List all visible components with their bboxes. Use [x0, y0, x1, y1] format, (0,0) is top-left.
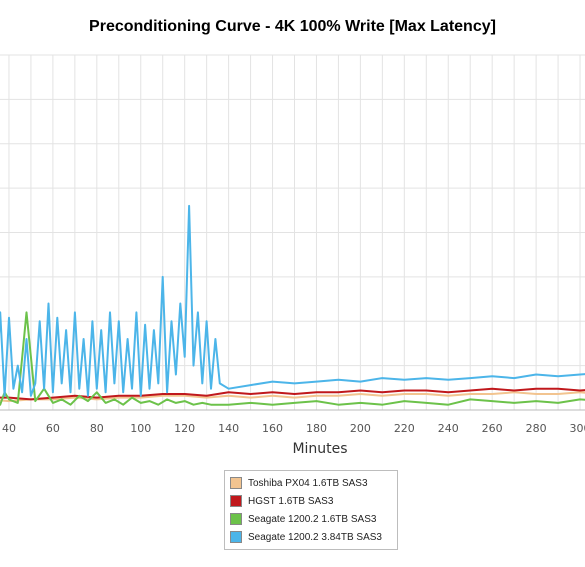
x-tick-label: 120: [174, 422, 195, 435]
x-tick-label: 80: [90, 422, 104, 435]
legend-item-hgst[interactable]: HGST 1.6TB SAS3: [230, 492, 392, 510]
legend-label-seagate-1.6tb: Seagate 1200.2 1.6TB SAS3: [248, 513, 377, 525]
grid-layer: [0, 54, 585, 411]
legend: Toshiba PX04 1.6TB SAS3 HGST 1.6TB SAS3 …: [224, 470, 398, 550]
plot-area: 40 60 80 100 120 140 160 180 200 220 240 260 280 300: [0, 54, 585, 435]
series-layer: [0, 204, 585, 406]
series-line-2: [0, 311, 585, 406]
x-tick-label: 240: [438, 422, 459, 435]
x-tick-label: 160: [262, 422, 283, 435]
x-tick-labels: 40 60 80 100 120 140 160 180 200 220 240 260 280 300: [2, 422, 585, 435]
x-tick-label: 220: [394, 422, 415, 435]
legend-label-toshiba: Toshiba PX04 1.6TB SAS3: [248, 477, 368, 489]
x-axis-label: Minutes: [292, 441, 348, 457]
legend-label-seagate-3.84tb: Seagate 1200.2 3.84TB SAS3: [248, 531, 382, 543]
x-tick-label: 200: [350, 422, 371, 435]
x-tick-label: 180: [306, 422, 327, 435]
x-tick-label: 100: [130, 422, 151, 435]
chart-title: Preconditioning Curve - 4K 100% Write [M…: [89, 18, 496, 35]
series-line-1: [0, 387, 585, 401]
legend-item-seagate-3.84tb[interactable]: Seagate 1200.2 3.84TB SAS3: [230, 528, 392, 546]
legend-swatch-seagate-3.84tb: [230, 531, 242, 543]
legend-item-seagate-1.6tb[interactable]: Seagate 1200.2 1.6TB SAS3: [230, 510, 392, 528]
series-line-3: [0, 204, 585, 397]
x-tick-label: 140: [218, 422, 239, 435]
legend-swatch-seagate-1.6tb: [230, 513, 242, 525]
x-tick-label: 300: [570, 422, 585, 435]
legend-swatch-hgst: [230, 495, 242, 507]
legend-label-hgst: HGST 1.6TB SAS3: [248, 495, 334, 507]
legend-item-toshiba[interactable]: Toshiba PX04 1.6TB SAS3: [230, 474, 392, 492]
x-tick-label: 60: [46, 422, 60, 435]
x-tick-label: 260: [482, 422, 503, 435]
x-tick-label: 280: [526, 422, 547, 435]
legend-swatch-toshiba: [230, 477, 242, 489]
x-tick-label: 40: [2, 422, 16, 435]
